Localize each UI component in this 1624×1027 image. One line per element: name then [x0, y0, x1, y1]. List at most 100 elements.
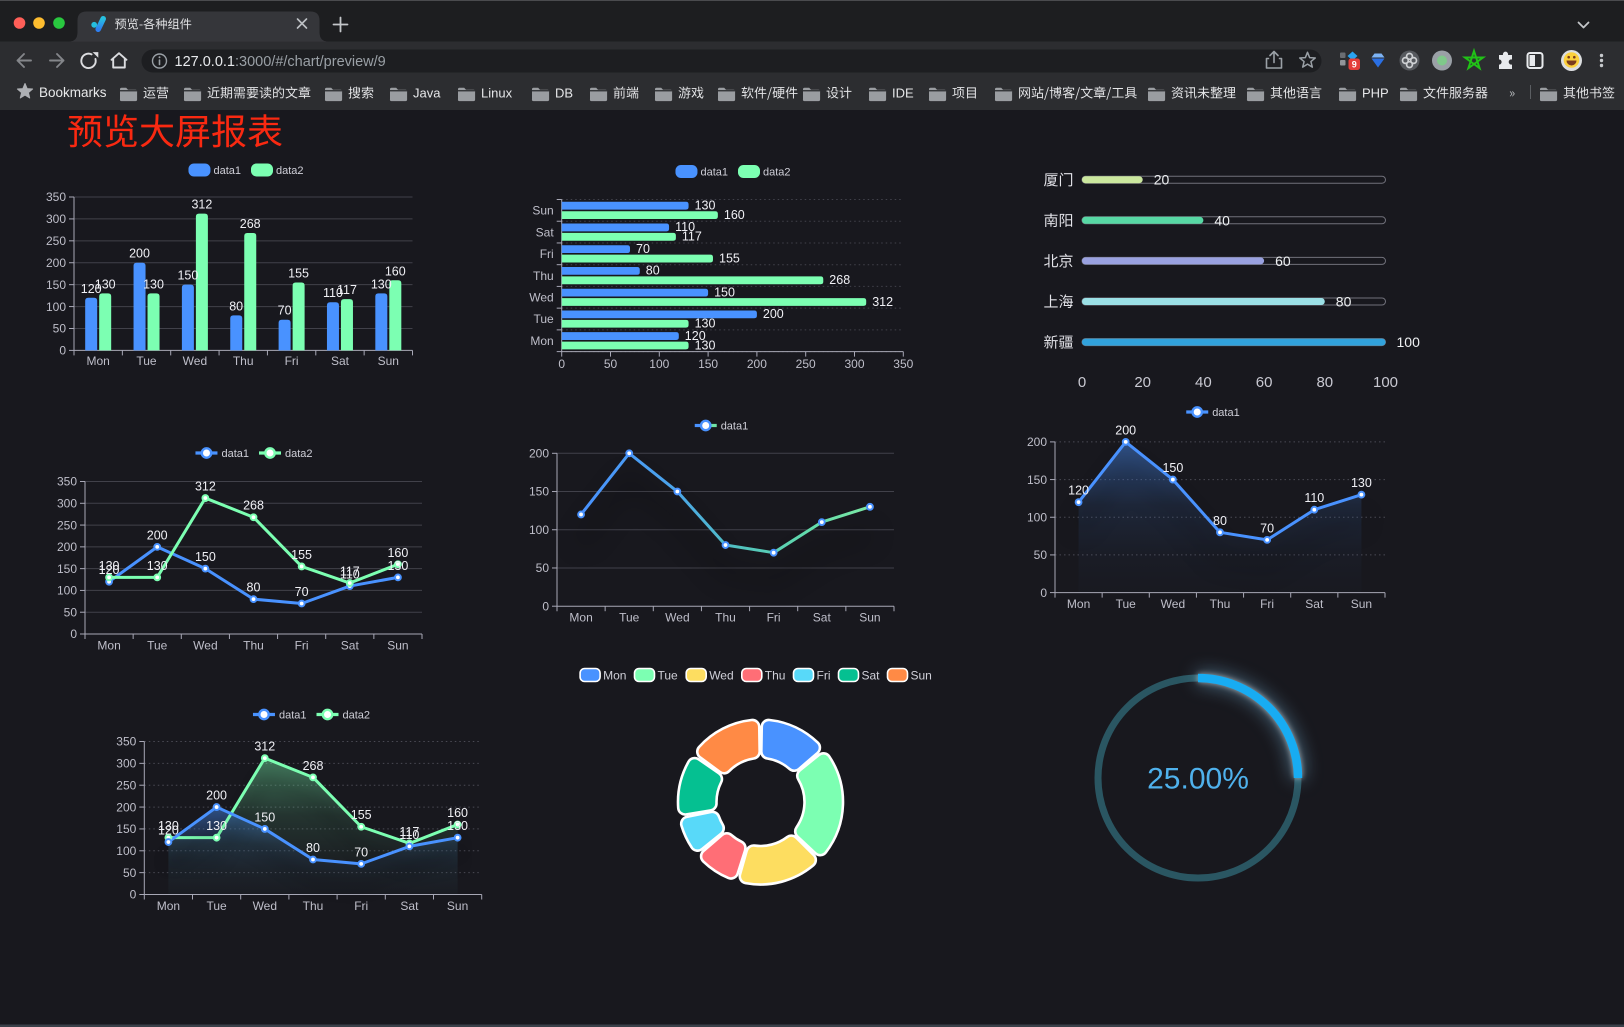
svg-text:200: 200 [1027, 435, 1047, 449]
svg-text:120: 120 [1068, 484, 1089, 498]
svg-text:Sat: Sat [400, 899, 419, 913]
svg-text:Thu: Thu [233, 354, 254, 368]
svg-text:Mon: Mon [530, 334, 553, 348]
svg-text:312: 312 [191, 198, 212, 212]
svg-text:100: 100 [1373, 374, 1398, 391]
svg-text:150: 150 [177, 269, 198, 283]
svg-text:25.00%: 25.00% [1147, 763, 1249, 796]
svg-text:Fri: Fri [1260, 597, 1274, 611]
svg-text:312: 312 [872, 295, 893, 309]
svg-text:130: 130 [695, 338, 716, 352]
svg-text::3000/#/chart/preview/9: :3000/#/chart/preview/9 [235, 54, 386, 70]
svg-text:0: 0 [542, 599, 549, 613]
svg-text:Wed: Wed [665, 611, 689, 625]
svg-text:268: 268 [243, 499, 264, 513]
svg-text:200: 200 [129, 247, 150, 261]
svg-text:0: 0 [59, 344, 66, 358]
svg-text:268: 268 [240, 217, 261, 231]
svg-text:Sun: Sun [532, 204, 553, 218]
svg-text:0: 0 [1078, 374, 1086, 391]
svg-text:PHP: PHP [1362, 86, 1389, 101]
svg-text:110: 110 [675, 220, 695, 234]
svg-text:Thu: Thu [765, 668, 786, 682]
svg-text:Sun: Sun [378, 354, 399, 368]
svg-text:155: 155 [719, 251, 740, 265]
svg-text:312: 312 [254, 740, 275, 754]
svg-text:Thu: Thu [243, 639, 264, 653]
svg-text:80: 80 [646, 264, 660, 278]
svg-text:data1: data1 [701, 166, 729, 178]
svg-text:130: 130 [99, 559, 120, 573]
svg-text:312: 312 [195, 480, 216, 494]
svg-text:130: 130 [695, 199, 716, 213]
svg-text:150: 150 [254, 810, 275, 824]
svg-text:data2: data2 [285, 448, 313, 460]
svg-text:0: 0 [130, 888, 137, 902]
svg-text:110: 110 [399, 828, 419, 842]
svg-text:Sun: Sun [911, 668, 932, 682]
svg-text:70: 70 [354, 845, 368, 859]
svg-text:Tue: Tue [206, 899, 227, 913]
svg-text:200: 200 [529, 447, 549, 461]
svg-text:Mon: Mon [569, 611, 592, 625]
svg-text:80: 80 [1213, 514, 1227, 528]
svg-text:110: 110 [340, 568, 360, 582]
svg-text:data1: data1 [1212, 407, 1240, 419]
svg-text:155: 155 [288, 267, 309, 281]
svg-text:155: 155 [351, 808, 372, 822]
svg-text:0: 0 [1040, 586, 1047, 600]
svg-text:data2: data2 [763, 166, 791, 178]
svg-text:155: 155 [291, 548, 312, 562]
svg-text:Mon: Mon [157, 899, 180, 913]
svg-text:200: 200 [116, 800, 136, 814]
svg-text:120: 120 [158, 824, 179, 838]
svg-text:250: 250 [57, 518, 77, 532]
svg-text:Fri: Fri [295, 639, 309, 653]
svg-text:130: 130 [1351, 476, 1372, 490]
svg-text:150: 150 [1162, 461, 1183, 475]
svg-text:Thu: Thu [533, 269, 554, 283]
svg-text:350: 350 [57, 475, 77, 489]
svg-text:Mon: Mon [87, 354, 110, 368]
svg-text:Wed: Wed [529, 291, 553, 305]
svg-text:Sun: Sun [859, 611, 880, 625]
svg-text:200: 200 [57, 540, 77, 554]
svg-text:100: 100 [649, 357, 669, 371]
svg-text:60: 60 [1256, 374, 1273, 391]
svg-text:110: 110 [1304, 491, 1324, 505]
svg-text:80: 80 [1316, 374, 1333, 391]
svg-text:Wed: Wed [253, 899, 277, 913]
svg-text:40: 40 [1195, 374, 1212, 391]
svg-text:100: 100 [57, 584, 77, 598]
svg-text:Fri: Fri [767, 611, 781, 625]
svg-text:Tue: Tue [533, 312, 554, 326]
svg-text:200: 200 [1115, 423, 1136, 437]
svg-text:Tue: Tue [619, 611, 640, 625]
svg-text:70: 70 [636, 242, 650, 256]
svg-text:Fri: Fri [354, 899, 368, 913]
svg-text:Thu: Thu [303, 899, 324, 913]
svg-text:350: 350 [116, 735, 136, 749]
svg-text:300: 300 [844, 357, 864, 371]
svg-text:100: 100 [1027, 511, 1047, 525]
svg-text:Sat: Sat [813, 611, 832, 625]
svg-text:150: 150 [46, 278, 66, 292]
svg-text:70: 70 [1260, 521, 1274, 535]
svg-text:120: 120 [81, 282, 102, 296]
svg-text:130: 130 [158, 819, 179, 833]
svg-text:9: 9 [1352, 60, 1357, 70]
svg-text:130: 130 [447, 819, 468, 833]
svg-text:268: 268 [303, 759, 324, 773]
svg-text:50: 50 [53, 322, 67, 336]
svg-text:160: 160 [387, 546, 408, 560]
svg-text:Wed: Wed [709, 668, 733, 682]
svg-text:117: 117 [399, 825, 419, 839]
svg-text:50: 50 [1034, 548, 1048, 562]
svg-text:200: 200 [763, 307, 784, 321]
svg-text:100: 100 [116, 844, 136, 858]
svg-text:70: 70 [295, 585, 309, 599]
svg-text:117: 117 [682, 230, 702, 244]
svg-text:80: 80 [229, 299, 243, 313]
svg-text:Thu: Thu [1210, 597, 1231, 611]
svg-text:Mon: Mon [97, 639, 120, 653]
